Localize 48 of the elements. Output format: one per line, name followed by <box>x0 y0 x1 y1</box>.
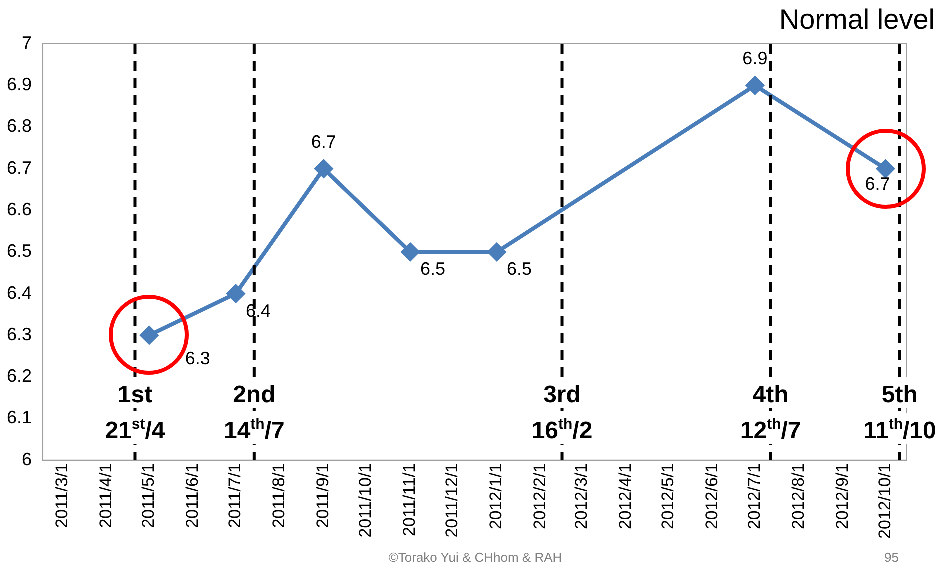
x-tick-label: 2011/7/1 <box>226 463 245 528</box>
x-tick-label: 2011/11/1 <box>400 463 420 536</box>
text: 95 <box>884 550 899 565</box>
text: ©Torako Yui & CHhom & RAH <box>388 550 562 565</box>
x-tick-label: 2012/5/1 <box>658 463 678 530</box>
x-tick-label: 2011/4/1 <box>96 463 116 528</box>
data-label: 6.7 <box>865 174 890 194</box>
y-tick-label: 6.8 <box>6 116 32 136</box>
x-tick-label: 2012/7/1 <box>744 463 764 530</box>
y-tick-label: 6.1 <box>6 408 32 428</box>
y-tick-label: 6.6 <box>6 200 32 220</box>
x-tick-label: 2012/4/1 <box>616 463 635 530</box>
x-tick-label: 2012/2/1 <box>530 463 550 530</box>
data-label: 6.9 <box>742 48 768 69</box>
data-label: 6.5 <box>420 259 446 280</box>
x-tick-label: 2011/3/1 <box>52 463 72 528</box>
point <box>488 243 506 262</box>
y-tick-label: 6.7 <box>6 158 32 178</box>
x-tick-label: 2011/5/1 <box>139 463 158 528</box>
point <box>226 284 245 303</box>
x-tick-label: 2011/10/1 <box>356 463 376 538</box>
x-tick-label: 2011/8/1 <box>270 463 289 528</box>
y-tick-label: 6.3 <box>6 324 32 344</box>
point <box>314 160 333 178</box>
point <box>876 160 895 178</box>
point <box>746 76 764 95</box>
y-tick-label: 6.4 <box>6 282 32 303</box>
y-tick-label: 6.5 <box>6 241 32 262</box>
y-tick-label: 6.2 <box>6 366 32 386</box>
data-label: 6.3 <box>185 348 210 368</box>
x-tick-label: 2011/9/1 <box>314 463 333 528</box>
data-label: 6.4 <box>246 300 271 321</box>
data-label: 6.5 <box>507 259 532 280</box>
y-tick-label: 7 <box>22 32 32 53</box>
x-tick-label: 2012/3/1 <box>572 463 591 530</box>
y-tick-label: 6.9 <box>6 74 32 95</box>
point <box>401 243 420 262</box>
x-tick-label: 2011/6/1 <box>183 463 202 528</box>
x-tick-label: 2011/12/1 <box>442 463 462 538</box>
x-tick-label: 2012/8/1 <box>788 463 808 530</box>
x-tick-label: 2012/10/1 <box>875 463 894 540</box>
data-label: 6.7 <box>311 132 336 152</box>
x-tick-label: 2012/9/1 <box>832 463 852 530</box>
point <box>140 326 158 344</box>
text: Normal level <box>779 4 935 36</box>
x-tick-label: 2012/1/1 <box>486 463 506 530</box>
y-tick-label: 6 <box>22 449 32 470</box>
x-tick-label: 2012/6/1 <box>702 463 722 530</box>
